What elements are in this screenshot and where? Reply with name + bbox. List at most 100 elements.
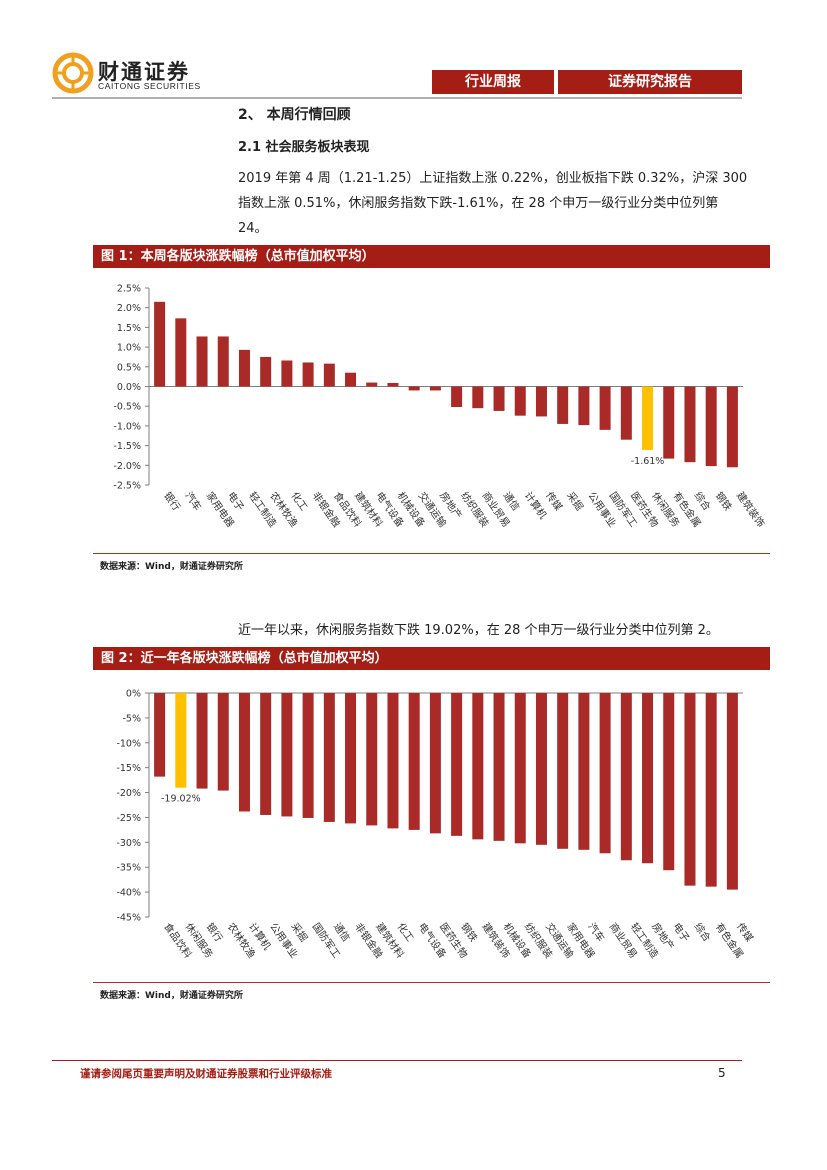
bar-交通运输	[535, 693, 547, 845]
footer-disclaimer: 谨请参阅尾页重要声明及财通证券股票和行业评级标准	[80, 1068, 332, 1080]
bar-纺织服装	[514, 693, 526, 844]
y-tick-label: -10%	[116, 738, 141, 749]
bar-电气设备	[408, 693, 420, 830]
bar-综合	[684, 386, 696, 463]
category-label: 传媒	[543, 490, 564, 513]
category-label: 通信	[331, 921, 352, 944]
bar-医药生物	[429, 693, 441, 834]
bar-轻工制造	[620, 693, 632, 861]
category-label: 建筑装饰	[734, 489, 768, 529]
y-tick-label: 2.5%	[117, 284, 141, 295]
y-tick-label: -2.5%	[113, 481, 141, 492]
bar-食品饮料	[154, 693, 166, 777]
bar-建筑装饰	[472, 693, 484, 840]
y-tick-label: -20%	[116, 788, 141, 799]
bar-纺织服装	[451, 386, 463, 407]
bar-非银金融	[302, 362, 314, 387]
paragraph-weekly: 2019 年第 4 周（1.21-1.25）上证指数上涨 0.22%，创业板指下…	[238, 171, 748, 236]
category-label: 银行	[161, 489, 183, 513]
logo-text-cn: 财通证券	[98, 60, 190, 84]
caitong-logo-icon	[52, 52, 94, 94]
bar-非银金融	[345, 693, 357, 824]
bar-传媒	[726, 693, 738, 890]
bar-建筑材料	[366, 693, 378, 826]
bar-电子	[217, 336, 229, 387]
category-label: 通信	[501, 490, 522, 513]
y-tick-label: -1.0%	[113, 421, 141, 432]
figure-2-source: 数据来源：Wind，财通证券研究所	[100, 991, 243, 1001]
figure-1-source-divider	[93, 553, 770, 554]
bar-银行	[154, 301, 166, 387]
bar-商业贸易	[599, 693, 611, 854]
bar-化工	[387, 693, 399, 829]
category-label: 钢铁	[713, 489, 735, 513]
y-tick-label: -35%	[116, 863, 141, 874]
bar-农林牧渔	[260, 356, 272, 387]
y-tick-label: -0.5%	[113, 402, 141, 413]
figure-1-title: 图 1：本周各版块涨跌幅榜（总市值加权平均）	[93, 245, 770, 268]
section-subheading: 2.1 社会服务板块表现	[238, 140, 370, 155]
bar-休闲服务	[175, 693, 187, 788]
bar-综合	[684, 693, 696, 886]
header-divider	[52, 97, 742, 99]
category-label: 汽车	[585, 920, 607, 944]
highlight-annotation: -1.61%	[631, 456, 665, 467]
category-label: 钢铁	[458, 920, 480, 944]
section-heading: 2、 本周行情回顾	[238, 107, 351, 123]
highlight-annotation: -19.02%	[161, 794, 201, 805]
category-label: 银行	[204, 920, 226, 944]
tag-weekly: 行业周报	[432, 70, 554, 94]
y-tick-label: 0%	[126, 689, 141, 700]
y-tick-label: -1.5%	[113, 441, 141, 452]
paragraph-yearly: 近一年以来，休闲服务指数下跌 19.02%，在 28 个申万一级行业分类中位列第…	[238, 623, 719, 638]
y-tick-label: -40%	[116, 888, 141, 899]
bar-机械设备	[493, 693, 505, 841]
bar-国防军工	[599, 386, 611, 430]
bar-公用事业	[578, 386, 590, 426]
bar-轻工制造	[238, 349, 250, 387]
page-number: 5	[718, 1066, 726, 1080]
bar-家用电器	[557, 693, 569, 849]
y-tick-label: -30%	[116, 838, 141, 849]
bar-建筑装饰	[726, 386, 738, 468]
y-tick-label: -2.0%	[113, 461, 141, 472]
bar-汽车	[175, 318, 187, 387]
footer-divider	[52, 1060, 742, 1061]
bar-有色金属	[663, 386, 675, 459]
y-tick-label: 0.0%	[117, 382, 141, 393]
figure-2-chart: 0%-5%-10%-15%-20%-25%-30%-35%-40%-45%食品饮…	[116, 689, 755, 961]
bar-传媒	[535, 386, 547, 417]
bar-通信	[493, 386, 505, 411]
category-label: 电子	[670, 920, 692, 944]
bar-计算机	[238, 693, 250, 812]
y-tick-label: 1.0%	[117, 343, 141, 354]
bar-钢铁	[451, 693, 463, 836]
y-tick-label: 1.5%	[117, 323, 141, 334]
y-tick-label: -15%	[116, 763, 141, 774]
figure-2-source-divider	[93, 982, 770, 983]
bar-食品饮料	[323, 363, 335, 387]
category-label: 采掘	[288, 920, 310, 944]
bar-电子	[663, 693, 675, 871]
bar-医药生物	[620, 386, 632, 440]
category-label: 采掘	[564, 489, 586, 513]
bar-电气设备	[366, 382, 378, 387]
bar-计算机	[514, 386, 526, 416]
category-label: 综合	[692, 920, 714, 944]
tag-report: 证券研究报告	[558, 70, 742, 94]
bar-化工	[281, 360, 293, 387]
figure-1-source: 数据来源：Wind，财通证券研究所	[100, 562, 243, 572]
bar-国防军工	[302, 693, 314, 818]
bar-商业贸易	[472, 386, 484, 409]
category-label: 化工	[288, 489, 310, 513]
bar-采掘	[281, 693, 293, 817]
bar-公用事业	[260, 693, 272, 815]
bar-银行	[196, 693, 208, 789]
bar-汽车	[578, 693, 590, 850]
figure-1-chart: 2.5% 2.0% 1.5% 1.0% 0.5% 0.0% -0.5% -1.0% -1.5% -…	[113, 284, 768, 530]
category-label: 电子	[225, 489, 247, 513]
bar-有色金属	[705, 693, 717, 887]
bar-房地产	[642, 693, 654, 864]
bar-通信	[323, 693, 335, 822]
figure-2-title: 图 2：近一年各版块涨跌幅榜（总市值加权平均）	[93, 647, 770, 670]
